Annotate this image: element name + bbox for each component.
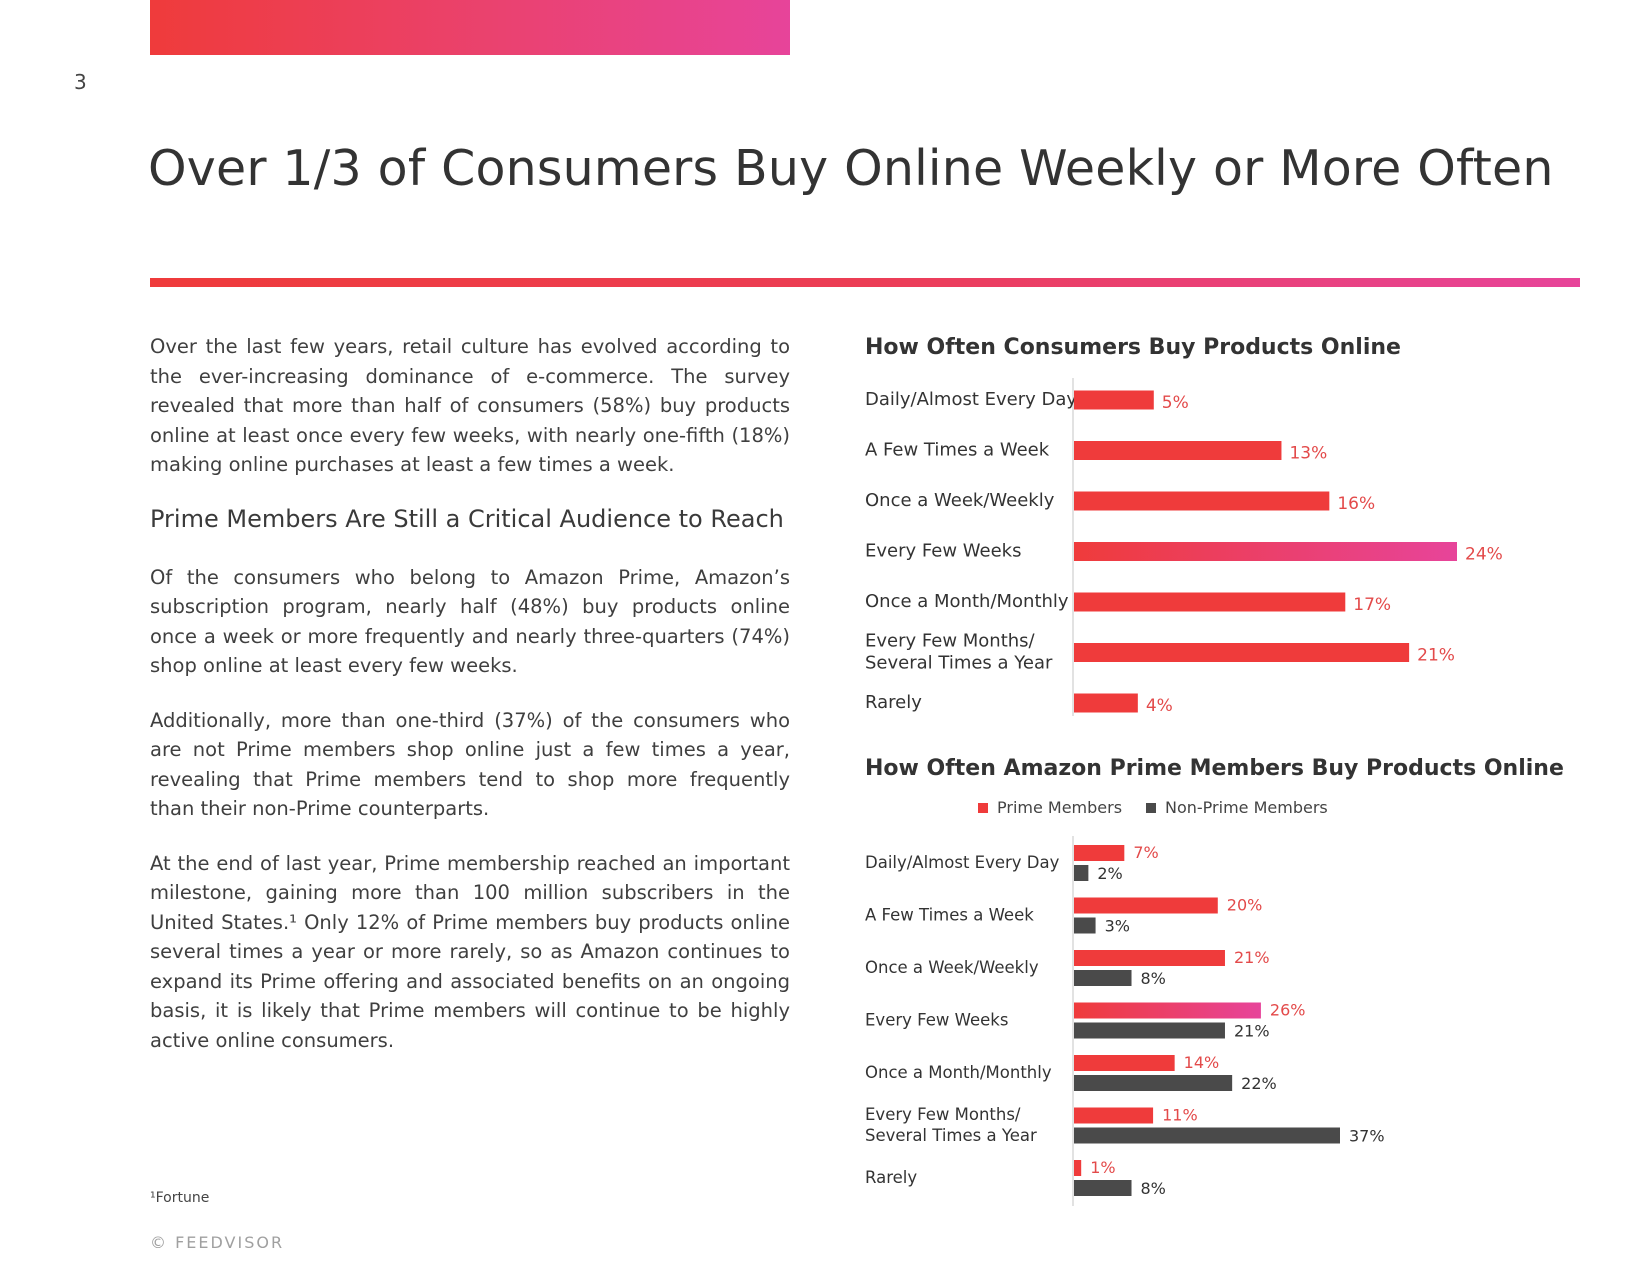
chart1-value-label: 24% <box>1465 545 1503 565</box>
chart1-category-label: Every Few Weeks <box>865 541 1021 562</box>
milestone-paragraph: At the end of last year, Prime membershi… <box>150 851 790 1052</box>
chart2-nonprime-value-label: 3% <box>1105 917 1130 936</box>
chart2-prime-bar <box>1074 1107 1154 1124</box>
intro-paragraph: Over the last few years, retail culture … <box>150 335 790 476</box>
chart1-bar <box>1074 592 1346 612</box>
chart2-prime-bar <box>1074 1160 1082 1176</box>
chart1-bar <box>1074 643 1410 662</box>
chart2-category-label: Once a Month/Monthly <box>865 1063 1052 1082</box>
legend-swatch <box>978 803 988 813</box>
chart2-category-label: Every Few Months/Several Times a Year <box>865 1105 1037 1145</box>
chart2-nonprime-bar <box>1074 1075 1233 1091</box>
chart1-value-label: 13% <box>1289 444 1327 464</box>
legend-label: Non-Prime Members <box>1165 798 1328 817</box>
chart2-nonprime-value-label: 21% <box>1234 1022 1270 1041</box>
footnote: ¹Fortune <box>150 1190 210 1206</box>
chart2-nonprime-value-label: 8% <box>1141 969 1166 988</box>
chart2-prime-bar <box>1074 845 1125 861</box>
chart2-nonprime-bar <box>1074 1180 1132 1196</box>
chart2-prime-value-label: 7% <box>1133 843 1158 862</box>
chart2-prime-value-label: 1% <box>1090 1158 1115 1177</box>
chart2-nonprime-bar <box>1074 865 1089 881</box>
legend-swatch <box>1146 803 1156 813</box>
chart2-prime-value-label: 21% <box>1234 948 1270 967</box>
body-text-column: Over the last few years, retail culture … <box>150 332 790 1080</box>
chart1-category-label: Once a Week/Weekly <box>865 490 1055 511</box>
chart1-value-label: 5% <box>1162 393 1189 413</box>
chart2-prime-value-label: 14% <box>1184 1053 1220 1072</box>
chart2-prime-bar <box>1074 1002 1261 1019</box>
chart1-value-label: 4% <box>1146 696 1173 716</box>
chart2-category-label: Once a Week/Weekly <box>865 958 1039 977</box>
prime-frequency-chart: Prime Members Non-Prime Members Daily/Almo… <box>865 798 1385 1206</box>
chart1-title: How Often Consumers Buy Products Online <box>865 335 1401 360</box>
chart2-prime-value-label: 26% <box>1270 1001 1306 1020</box>
chart2-prime-bar <box>1074 1055 1175 1071</box>
chart2-nonprime-value-label: 2% <box>1097 864 1122 883</box>
legend-label: Prime Members <box>997 798 1122 817</box>
chart1-category-label: Every Few Months/Several Times a Year <box>865 631 1053 674</box>
section-subheading: Prime Members Are Still a Critical Audie… <box>150 504 784 533</box>
chart1-value-label: 21% <box>1417 646 1455 666</box>
chart1-value-label: 17% <box>1353 595 1391 615</box>
chart2-prime-value-label: 11% <box>1162 1106 1198 1125</box>
chart2-category-label: Every Few Weeks <box>865 1011 1008 1030</box>
page-number: 3 <box>74 70 87 94</box>
chart2-nonprime-bar <box>1074 1127 1340 1144</box>
chart2-prime-value-label: 20% <box>1227 896 1263 915</box>
top-accent-bar <box>150 0 790 55</box>
chart1-category-label: A Few Times a Week <box>865 440 1050 461</box>
chart1-bar <box>1074 441 1282 460</box>
chart2-nonprime-bar <box>1074 970 1132 986</box>
prime-paragraph: Of the consumers who belong to Amazon Pr… <box>150 565 790 678</box>
chart1-bar <box>1074 491 1330 511</box>
chart2-nonprime-bar <box>1074 917 1096 934</box>
chart1-category-label: Rarely <box>865 692 922 713</box>
chart1-bar <box>1074 390 1154 410</box>
chart1-bar <box>1074 693 1138 713</box>
chart1-category-label: Daily/Almost Every Day <box>865 389 1077 410</box>
chart2-category-label: Rarely <box>865 1168 917 1187</box>
chart2-nonprime-value-label: 37% <box>1349 1127 1385 1146</box>
title-divider <box>150 278 1580 287</box>
chart2-prime-bar <box>1074 950 1225 966</box>
chart2-nonprime-value-label: 8% <box>1141 1179 1166 1198</box>
chart2-category-label: Daily/Almost Every Day <box>865 853 1060 872</box>
copyright: © FEEDVISOR <box>150 1233 285 1252</box>
chart2-category-label: A Few Times a Week <box>865 906 1034 925</box>
chart2-prime-bar <box>1074 897 1218 914</box>
chart1-category-label: Once a Month/Monthly <box>865 591 1069 612</box>
non-prime-paragraph: Additionally, more than one-third (37%) … <box>150 708 790 821</box>
chart2-nonprime-bar <box>1074 1022 1225 1039</box>
chart2-title: How Often Amazon Prime Members Buy Produ… <box>865 756 1564 781</box>
chart2-nonprime-value-label: 22% <box>1241 1074 1277 1093</box>
chart1-bar <box>1074 542 1457 561</box>
page-title: Over 1/3 of Consumers Buy Online Weekly … <box>148 140 1554 197</box>
consumers-frequency-chart: Daily/Almost Every Day 5% A Few Times a We… <box>865 378 1503 716</box>
chart1-value-label: 16% <box>1337 494 1375 514</box>
